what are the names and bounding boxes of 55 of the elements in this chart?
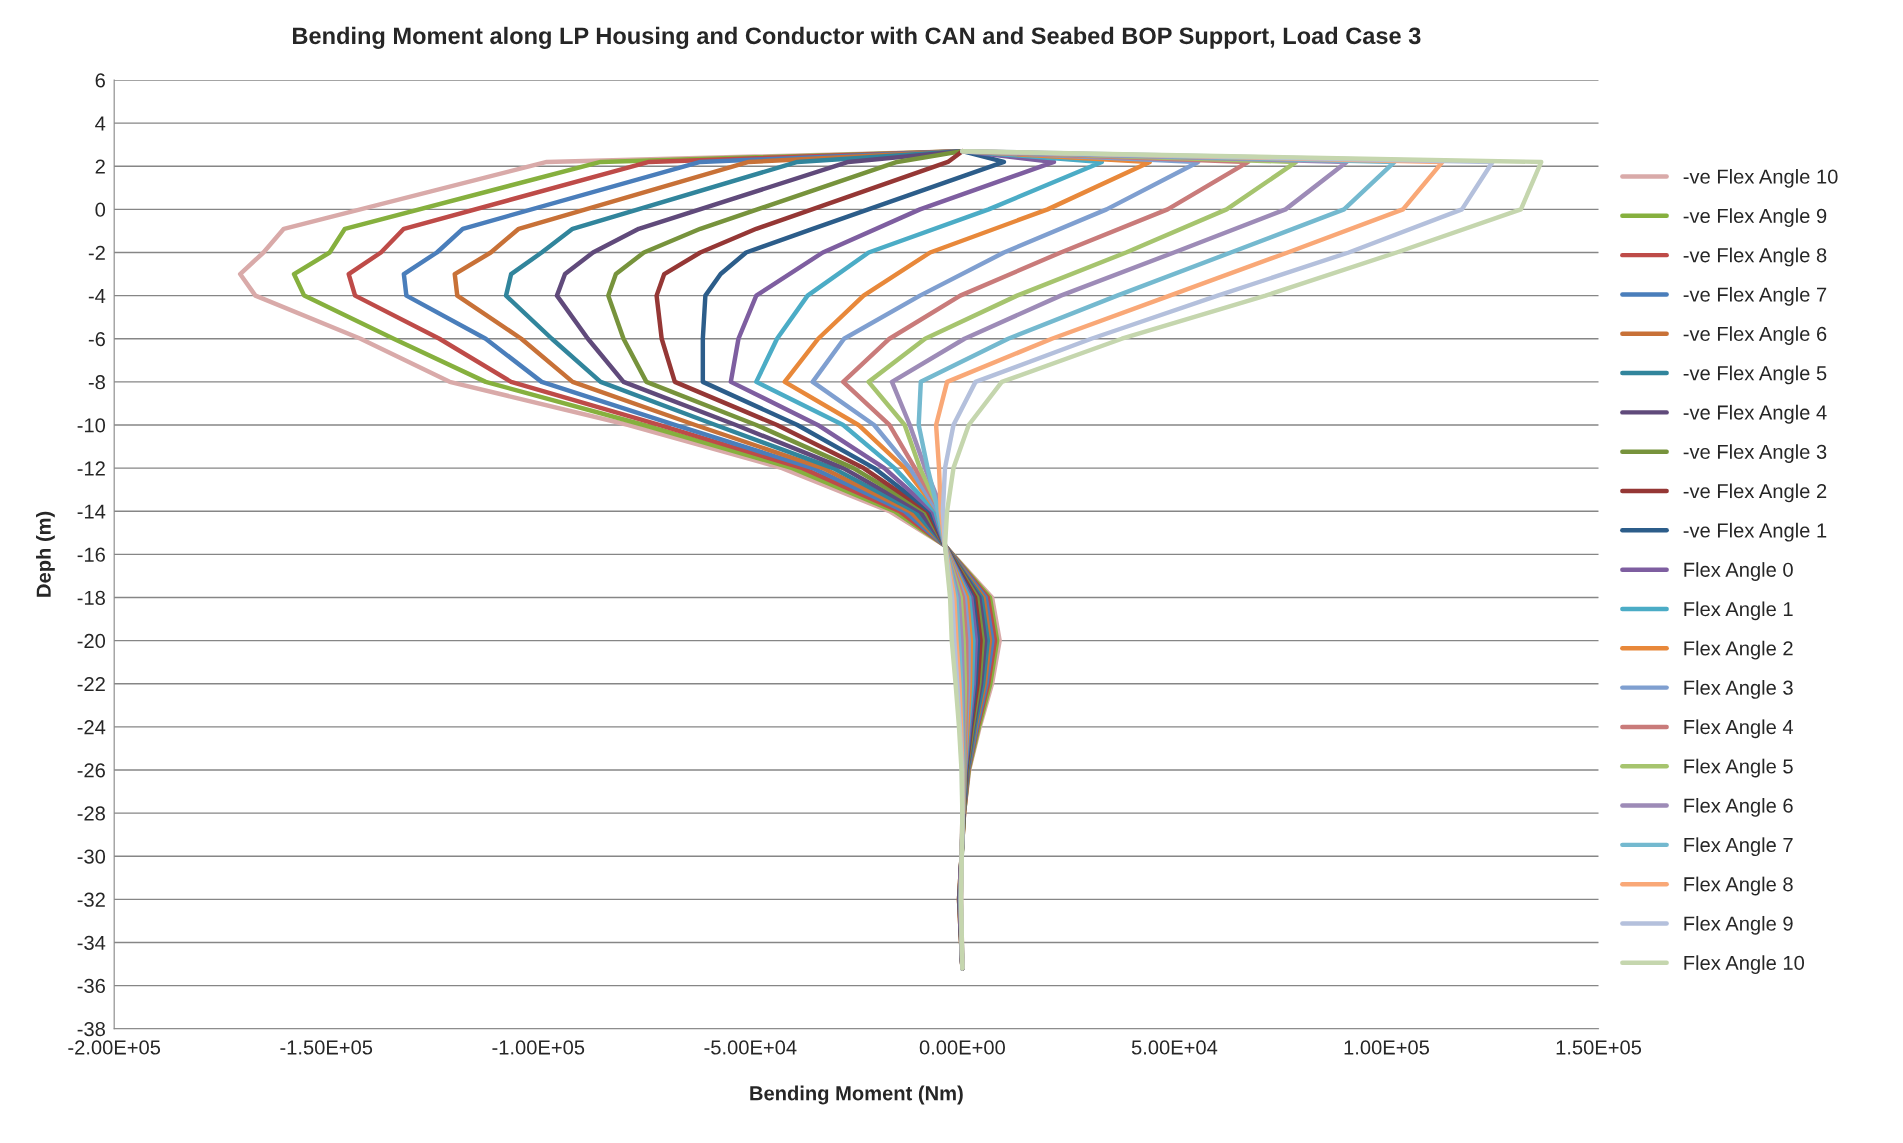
x-tick-label: -5.00E+04 bbox=[704, 1040, 797, 1055]
legend-label: -ve Flex Angle 3 bbox=[1683, 444, 1827, 463]
legend-label: Flex Angle 6 bbox=[1684, 798, 1793, 817]
chart-title: Bending Moment along LP Housing and Conductor with CAN and Seabed BOP Support, Load Case 3 bbox=[293, 26, 1421, 49]
y-tick-label: -16 bbox=[77, 547, 105, 562]
legend-label: Flex Angle 7 bbox=[1684, 837, 1793, 857]
legend-label: -ve Flex Angle 9 bbox=[1683, 208, 1827, 228]
y-tick-label: -6 bbox=[88, 331, 105, 347]
x-tick-label: 5.00E+04 bbox=[1131, 1040, 1218, 1055]
y-tick-label: -18 bbox=[77, 590, 105, 605]
y-tick-label: -14 bbox=[77, 504, 106, 519]
y-tick-label: -22 bbox=[77, 676, 105, 692]
y-tick-label: 2 bbox=[95, 159, 105, 174]
y-tick-label: -26 bbox=[77, 763, 105, 778]
legend-label: -ve Flex Angle 7 bbox=[1683, 286, 1827, 306]
y-tick-label: -36 bbox=[77, 978, 105, 994]
legend-label: Flex Angle 4 bbox=[1684, 719, 1794, 739]
y-tick-label: 6 bbox=[95, 73, 105, 88]
y-tick-label: -20 bbox=[77, 633, 106, 649]
legend-label: -ve Flex Angle 4 bbox=[1683, 404, 1827, 424]
legend-label: -ve Flex Angle 6 bbox=[1683, 326, 1827, 345]
legend-label: Flex Angle 3 bbox=[1684, 680, 1793, 699]
legend-label: Flex Angle 2 bbox=[1684, 640, 1793, 660]
y-tick-label: -8 bbox=[88, 375, 105, 390]
legend-label: -ve Flex Angle 1 bbox=[1683, 522, 1827, 542]
y-tick-label: 0 bbox=[95, 202, 106, 217]
y-tick-label: -28 bbox=[77, 806, 105, 821]
legend-label: Flex Angle 8 bbox=[1684, 876, 1793, 896]
legend-label: -ve Flex Angle 5 bbox=[1683, 365, 1827, 385]
y-tick-label: -12 bbox=[77, 461, 105, 476]
y-tick-label: -24 bbox=[77, 720, 106, 735]
x-tick-label: -1.50E+05 bbox=[280, 1040, 373, 1055]
y-tick-label: -34 bbox=[77, 935, 106, 950]
x-tick-label: -1.00E+05 bbox=[492, 1040, 585, 1055]
y-tick-label: -10 bbox=[77, 418, 106, 433]
legend-label: Flex Angle 0 bbox=[1684, 562, 1793, 581]
legend-label: Flex Angle 1 bbox=[1684, 601, 1793, 621]
y-tick-label: -2 bbox=[88, 245, 105, 260]
y-axis-title: Deph (m) bbox=[36, 511, 55, 597]
y-tick-label: 4 bbox=[95, 116, 106, 131]
y-tick-label: -38 bbox=[77, 1021, 105, 1037]
legend-label: Flex Angle 5 bbox=[1684, 758, 1793, 778]
x-axis-title: Bending Moment (Nm) bbox=[750, 1085, 963, 1105]
y-tick-label: -32 bbox=[77, 892, 105, 907]
y-tick-label: -30 bbox=[77, 849, 106, 864]
legend-label: -ve Flex Angle 8 bbox=[1683, 247, 1827, 267]
y-tick-label: -4 bbox=[88, 289, 106, 303]
x-tick-label: 0.00E+00 bbox=[919, 1040, 1005, 1055]
x-tick-label: 1.50E+05 bbox=[1556, 1040, 1642, 1055]
x-tick-label: 1.00E+05 bbox=[1344, 1040, 1430, 1055]
legend-label: -ve Flex Angle 2 bbox=[1683, 483, 1827, 503]
legend-label: Flex Angle 9 bbox=[1684, 915, 1793, 935]
x-tick-label: -2.00E+05 bbox=[68, 1040, 161, 1055]
legend-label: -ve Flex Angle 10 bbox=[1683, 168, 1838, 188]
legend-label: Flex Angle 10 bbox=[1684, 955, 1805, 975]
